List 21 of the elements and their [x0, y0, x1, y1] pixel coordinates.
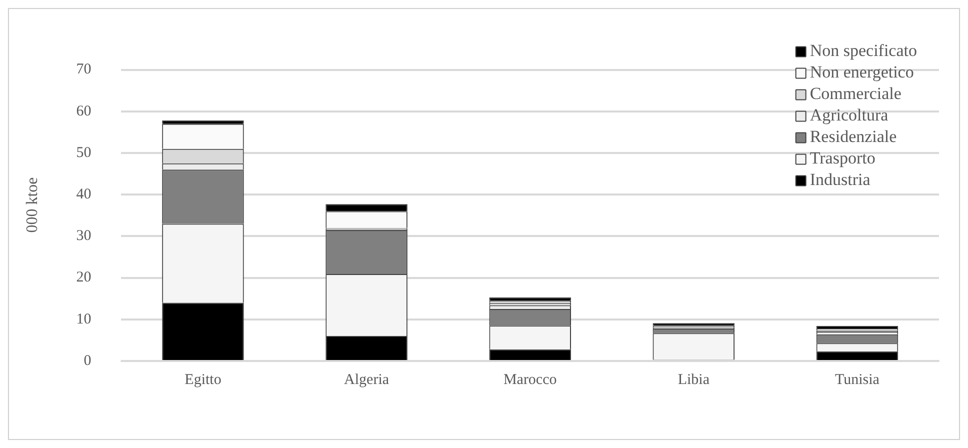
- y-tick-label: 60: [76, 103, 92, 120]
- y-axis-title: 000 ktoe: [24, 177, 41, 233]
- x-tick-label: Tunisia: [834, 372, 880, 388]
- legend-label: Agricoltura: [810, 106, 889, 125]
- x-tick-label: Egitto: [184, 372, 222, 388]
- y-tick-label: 50: [76, 144, 92, 161]
- legend-label: Residenziale: [810, 127, 897, 146]
- legend-label: Non energetico: [810, 62, 914, 82]
- x-tick-label: Libia: [678, 372, 710, 388]
- y-tick-label: 70: [76, 62, 92, 78]
- y-tick-label: 40: [76, 186, 92, 203]
- legend-label: Industria: [810, 170, 871, 190]
- y-tick-label: 10: [76, 311, 92, 328]
- legend-label: Commerciale: [810, 84, 902, 104]
- legend-label: Trasporto: [810, 148, 876, 168]
- x-tick-label: Marocco: [503, 372, 557, 388]
- y-tick-label: 20: [76, 270, 92, 286]
- legend-label: Non specificato: [810, 41, 917, 60]
- y-tick-label: 30: [76, 228, 92, 244]
- y-tick-label: 0: [84, 352, 92, 369]
- x-tick-label: Algeria: [344, 372, 390, 388]
